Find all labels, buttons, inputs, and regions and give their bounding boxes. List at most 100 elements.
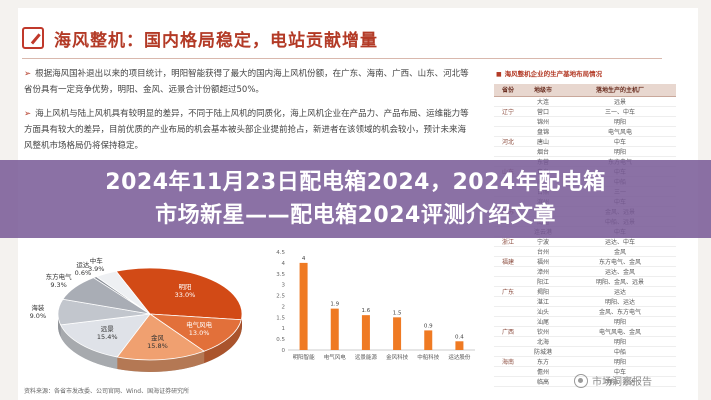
manufacturer-cell: 运达 [564,286,676,297]
headline-banner: 2024年11月23日配电箱2024，2024年配电箱 市场新星——配电箱202… [0,160,711,238]
province-cell [494,316,523,327]
manufacturer-cell: 明阳、运达 [564,376,676,387]
province-cell: 浙江 [494,236,523,247]
market-share-pie-chart: 明阳 33.0% 电气风电 13.0% 金风 15.8% 远景 15.4% 海装 9.0% 东方电气… [30,252,270,387]
province-cell [494,96,523,107]
city-cell: 湛江 [522,296,565,307]
table-row: 大连 远景 [494,96,676,107]
manufacturer-cell: 东方电气、金风 [564,256,676,267]
pie-label: 运达 0.6% [63,261,103,277]
city-cell: 东方 [522,356,565,367]
paragraph-2: ➢ 海上风机与陆上风机具有较明显的差异，不同于陆上风机的同质化，海上风机企业在产品… [24,106,474,154]
pie-label-value: 13.0% [188,328,210,337]
city-cell: 防城港 [522,346,565,357]
chat-bubble-icon [574,373,588,388]
pie-label-name: 明阳 [178,283,192,292]
city-cell: 钦州 [522,326,565,337]
table-row: 临高 明阳、运达 [494,376,676,387]
table-row: 湛江 明阳、运达 [494,296,676,307]
pie-label: 远景 15.4% [87,325,127,341]
y-tick-label: 3 [282,283,286,289]
title-divider [22,58,662,59]
province-cell [494,246,523,257]
table-row: 烟台 明阳 [494,146,676,157]
y-tick-label: 2.5 [276,294,285,300]
y-tick-label: 4 [282,261,286,267]
manufacturer-cell: 电气风电、金风 [564,326,676,337]
city-cell: 唐山 [522,136,565,147]
city-cell: 大连 [522,96,565,107]
city-cell: 汕头 [522,306,565,317]
pie-label-name: 远景 [100,324,114,333]
pie-slice [115,267,243,321]
bar-value-label: 1.6 [362,308,371,314]
manufacturer-cell: 明阳 [564,356,676,367]
pie-label-name: 东方电气 [45,273,72,282]
pie-svg [57,267,243,372]
pie-slice [148,313,242,352]
y-tick-label: 0.5 [276,337,285,343]
manufacturer-cell: 中船 [564,346,676,357]
manufacturer-cell: 明阳 [564,316,676,327]
manufacturer-cell: 明阳 [564,336,676,347]
province-cell [494,366,523,377]
manufacturer-cell: 三一、中车 [564,106,676,117]
paragraph-1-text: 根据海风国补退出以来的项目统计，明阳智能获得了最大的国内海上风机份额，在广东、海… [24,69,469,95]
table-row: 广东 揭阳 运达 [494,286,676,297]
table-row: 汕尾 明阳 [494,316,676,327]
bullet-icon: ➢ [24,69,32,79]
city-cell: 盘锦 [522,126,565,137]
pie-slice [95,270,151,315]
bar [424,330,433,350]
table-row: 锦州 明阳 [494,116,676,127]
pie-label-name: 海装 [31,303,45,312]
pie-label-value: 9.0% [29,311,47,320]
x-category-label: 中船科技 [417,353,440,361]
manufacturer-cell: 运达、中车 [564,236,676,247]
table-row: 广西 钦州 电气风电、金风 [494,326,676,337]
pie-label: 金风 15.8% [138,334,178,350]
x-category-label: 电气风电 [324,353,347,361]
city-cell: 儋州 [522,366,565,377]
province-cell [494,116,523,127]
manufacturer-cell: 金风 [564,246,676,257]
table-row: 北海 明阳 [494,336,676,347]
city-cell: 漳州 [522,266,565,277]
manufacturer-cell: 明阳 [564,116,676,127]
bar-svg: 0 0.5 1 1.5 2 2.5 3 3.5 4 4.5 4 明阳智能 1.9 电气风电 1.6 远景能源 1… [276,250,475,361]
table-header-cell: 省份 [494,84,523,97]
pie-label-value: 33.0% [174,291,196,300]
table-row: 漳州 运达、金风 [494,266,676,277]
table-row: 台州 金风 [494,246,676,257]
table-header-cell: 地级市 [522,84,565,97]
pie-slice [116,313,205,361]
x-category-label: 金风科技 [386,353,409,361]
table-header-row: 省份 地级市 落地生产的主机厂 [494,84,676,97]
manufacturer-cell: 中车 [564,366,676,377]
province-cell: 福建 [494,256,523,267]
table-header-cell: 落地生产的主机厂 [564,84,676,97]
province-cell [494,306,523,317]
section-header: 海风整机：国内格局稳定，电站贡献增量 [22,20,662,56]
paragraph-1: ➢ 根据海风国补退出以来的项目统计，明阳智能获得了最大的国内海上风机份额，在广东、… [24,66,474,98]
province-cell: 海南 [494,356,523,367]
province-cell [494,276,523,287]
bar-value-label: 0.4 [455,334,464,340]
bar [330,308,339,350]
province-cell: 辽宁 [494,106,523,117]
pie-slice-wall [117,351,205,372]
pie-label-value: 15.4% [96,332,118,341]
province-cell [494,376,523,387]
city-cell: 临高 [522,376,565,387]
y-tick-label: 0 [282,348,286,354]
table-row: 汕头 金风、东方电气 [494,306,676,317]
table-row: 辽宁 营口 三一、中车 [494,106,676,117]
paragraph-2-text: 海上风机与陆上风机具有较明显的差异，不同于陆上风机的同质化，海上风机企业在产品力… [24,109,469,151]
pie-label: 海装 9.0% [18,304,58,320]
bar [393,317,402,350]
bar-value-label: 1.5 [393,310,402,316]
province-cell [494,266,523,277]
pie-slice-wall [204,319,242,364]
watermark: 市场洞察报告 [574,373,652,388]
bar [299,262,308,350]
